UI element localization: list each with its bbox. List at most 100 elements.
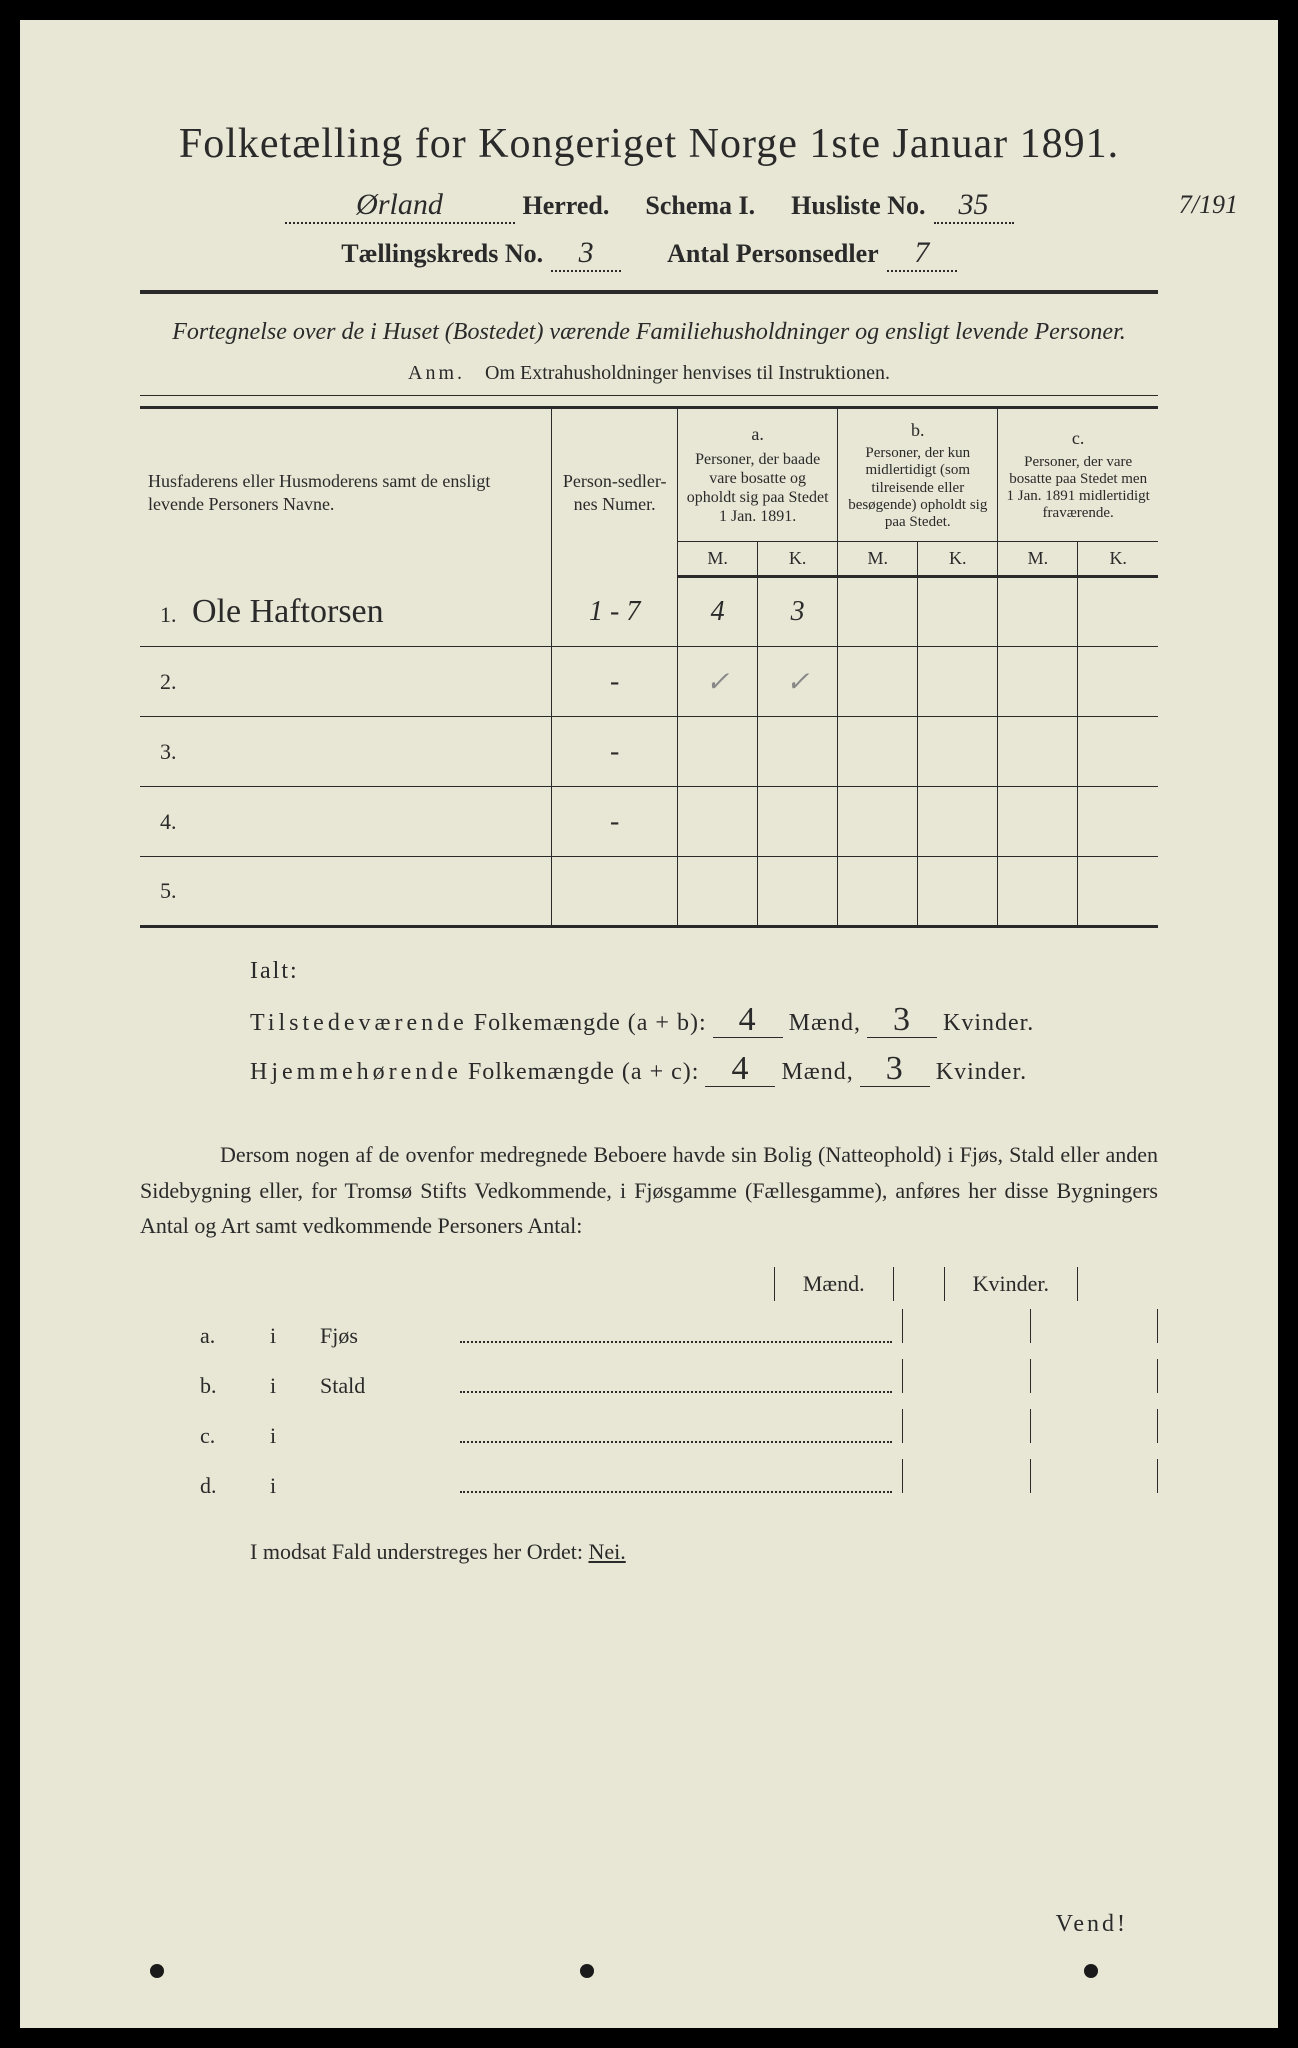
row2-label: Hjemmehørende [250, 1059, 462, 1086]
punch-hole-icon [580, 1964, 594, 1978]
punch-hole-icon [150, 1964, 164, 1978]
household-table: Husfaderens eller Husmoderens samt de en… [140, 406, 1158, 929]
herred-value: Ørland [285, 188, 515, 224]
margin-annotation: 7/191 [1179, 190, 1238, 220]
row2-m: 4 [705, 1052, 775, 1087]
cell-bM [838, 857, 918, 927]
cell-aK: ✓ [758, 647, 838, 717]
abcd-row: c. i [180, 1409, 1158, 1449]
row1-label: Tilstedeværende [250, 1010, 468, 1037]
row1-rest: Folkemængde (a + b): [474, 1010, 707, 1037]
col-c-text: Personer, der vare bosatte paa Stedet me… [1006, 454, 1150, 523]
abcd-i: i [250, 1473, 320, 1499]
kvinder-label: Kvinder. [943, 1010, 1034, 1037]
row1-k: 3 [867, 1003, 937, 1038]
abcd-header: Mænd. Kvinder. [180, 1267, 1158, 1301]
abcd-m-box [902, 1309, 1030, 1343]
cell-num: - [610, 806, 619, 837]
col-a-label: a. [686, 423, 829, 446]
dotted-line [460, 1427, 892, 1443]
divider [140, 290, 1158, 294]
cell-bM [838, 787, 918, 857]
outbuilding-list: Mænd. Kvinder. a. i Fjøs b. i Stald c. i… [180, 1267, 1158, 1499]
cell-aK [758, 787, 838, 857]
nei-word: Nei. [588, 1539, 625, 1564]
cell-cK [1078, 787, 1158, 857]
col-num-header: Person-sedler-nes Numer. [552, 407, 678, 577]
totals-row-resident: Hjemmehørende Folkemængde (a + c): 4 Mæn… [250, 1052, 1158, 1087]
abcd-i: i [250, 1423, 320, 1449]
cell-num: 1 - 7 [552, 577, 678, 647]
abcd-letter: b. [180, 1373, 250, 1399]
antal-value: 7 [887, 236, 957, 272]
herred-label: Herred. [523, 191, 610, 221]
cell-cM [998, 647, 1078, 717]
maend-label: Mænd, [789, 1010, 861, 1037]
cell-cK [1078, 717, 1158, 787]
row2-k: 3 [860, 1052, 930, 1087]
abcd-k-box [1030, 1409, 1158, 1443]
cell-cM [998, 577, 1078, 647]
abcd-row: a. i Fjøs [180, 1309, 1158, 1349]
totals-block: Ialt: Tilstedeværende Folkemængde (a + b… [250, 958, 1158, 1087]
cell-cM [998, 857, 1078, 927]
abcd-k-box [1030, 1359, 1158, 1393]
abcd-letter: a. [180, 1323, 250, 1349]
ialt-title: Ialt: [250, 958, 1158, 985]
col-b-text: Personer, der kun midlertidigt (som tilr… [846, 445, 989, 531]
abcd-i: i [250, 1323, 320, 1349]
schema-label: Schema I. [645, 191, 755, 221]
husliste-label: Husliste No. [791, 191, 925, 221]
cell-bK [918, 857, 998, 927]
abcd-row: d. i [180, 1459, 1158, 1499]
col-a-text: Personer, der baade vare bosatte og opho… [686, 450, 829, 527]
anm-text: Om Extrahusholdninger henvises til Instr… [485, 362, 890, 384]
row-num: 1. [160, 602, 177, 627]
abcd-kvinder: Kvinder. [944, 1267, 1078, 1301]
cell-num [552, 857, 678, 927]
cell-aM: 4 [678, 577, 758, 647]
row2-rest: Folkemængde (a + c): [468, 1059, 700, 1086]
abcd-m-box [902, 1409, 1030, 1443]
cell-aM: ✓ [678, 647, 758, 717]
cell-bM [838, 577, 918, 647]
col-b-header: b. Personer, der kun midlertidigt (som t… [838, 407, 998, 542]
col-c-label: c. [1006, 427, 1150, 450]
cell-aK [758, 717, 838, 787]
outbuilding-paragraph: Dersom nogen af de ovenfor medregnede Be… [140, 1137, 1158, 1243]
cell-num: - [610, 666, 619, 697]
para-text: Dersom nogen af de ovenfor medregnede Be… [140, 1142, 1158, 1237]
col-a-header: a. Personer, der baade vare bosatte og o… [678, 407, 838, 542]
kvinder-label: Kvinder. [936, 1059, 1027, 1086]
census-form-page: 7/191 Folketælling for Kongeriget Norge … [20, 20, 1278, 2028]
b-m: M. [838, 542, 918, 577]
a-k: K. [758, 542, 838, 577]
table-row: 3. - [140, 717, 1158, 787]
abcd-m-box [902, 1359, 1030, 1393]
cell-aK [758, 857, 838, 927]
divider-thin [140, 395, 1158, 396]
cell-bM [838, 717, 918, 787]
row-num: 5. [160, 878, 177, 903]
cell-aM [678, 717, 758, 787]
cell-bK [918, 787, 998, 857]
dotted-line [460, 1327, 892, 1343]
abcd-row: b. i Stald [180, 1359, 1158, 1399]
anm-line: Anm. Om Extrahusholdninger henvises til … [140, 362, 1158, 385]
header-line-2: Tællingskreds No. 3 Antal Personsedler 7 [140, 236, 1158, 272]
col-c-header: c. Personer, der vare bosatte paa Stedet… [998, 407, 1158, 542]
abcd-letter: c. [180, 1423, 250, 1449]
table-row: 5. [140, 857, 1158, 927]
abcd-maend: Mænd. [774, 1267, 894, 1301]
cell-cK [1078, 647, 1158, 717]
abcd-label: Stald [320, 1373, 460, 1399]
husliste-value: 35 [934, 188, 1014, 224]
b-k: K. [918, 542, 998, 577]
a-m: M. [678, 542, 758, 577]
nei-line: I modsat Fald understreges her Ordet: Ne… [250, 1539, 1158, 1565]
col-name-header: Husfaderens eller Husmoderens samt de en… [140, 407, 552, 577]
kreds-value: 3 [551, 236, 621, 272]
table-row: 1. Ole Haftorsen 1 - 7 4 3 [140, 577, 1158, 647]
abcd-i: i [250, 1373, 320, 1399]
cell-aK: 3 [758, 577, 838, 647]
